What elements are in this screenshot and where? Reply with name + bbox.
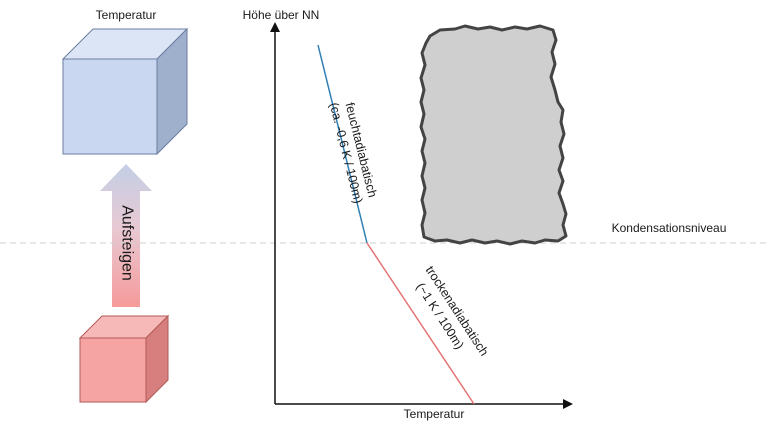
- x-axis-label: Temperatur: [404, 407, 465, 421]
- cool-air-parcel-cube: [61, 27, 189, 156]
- parcel-temperature-label: Temperatur: [96, 8, 157, 22]
- rise-label: Aufsteigen: [119, 205, 136, 281]
- rise-arrow: [100, 164, 152, 307]
- dry-adiabatic-line: [366, 242, 475, 405]
- x-axis: [275, 399, 573, 409]
- cloud-shape: [419, 24, 568, 246]
- warm-air-parcel-cube: [78, 314, 170, 404]
- condensation-level-label: Kondensationsniveau: [612, 221, 727, 235]
- y-axis-label: Höhe über NN: [243, 8, 320, 22]
- y-axis: [270, 22, 280, 404]
- moist-adiabatic-line: [317, 44, 368, 244]
